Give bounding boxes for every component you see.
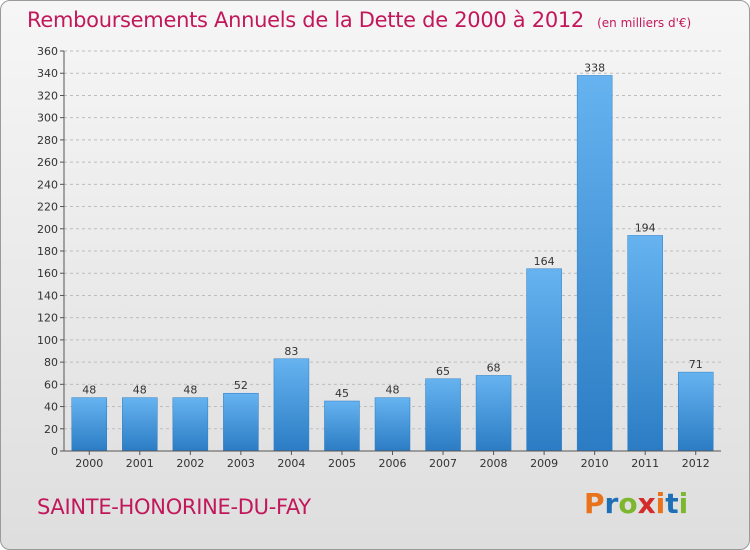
x-tick-label: 2012	[682, 457, 710, 470]
x-tick-label: 2010	[581, 457, 609, 470]
bar	[576, 75, 613, 452]
logo-letter: t	[665, 487, 679, 520]
x-tick-label: 2008	[480, 457, 508, 470]
logo-letter: x	[637, 487, 656, 520]
bar	[627, 235, 663, 452]
y-tick-label: 320	[37, 89, 58, 102]
bar	[172, 397, 209, 452]
data-label: 164	[534, 255, 555, 268]
x-tick-label: 2000	[75, 457, 103, 470]
y-tick-label: 0	[51, 445, 58, 458]
x-tick-label: 2007	[429, 457, 457, 470]
data-label: 71	[689, 358, 703, 371]
y-tick-label: 40	[44, 401, 58, 414]
data-label: 48	[183, 384, 197, 397]
bar	[71, 397, 108, 452]
bar	[475, 375, 512, 452]
y-tick-label: 160	[37, 267, 58, 280]
data-labels: 48 48 48 52 83 45 48 65 68 164 338 194 71	[82, 61, 702, 400]
x-tick-label: 2004	[277, 457, 305, 470]
data-label: 48	[386, 384, 400, 397]
bar	[677, 371, 714, 452]
y-tick-label: 220	[37, 201, 58, 214]
chart-title: Remboursements Annuels de la Dette de 20…	[27, 8, 584, 32]
x-tick-label: 2002	[176, 457, 204, 470]
x-tick-label: 2011	[631, 457, 659, 470]
axes: 0 20 40 60 80 100 120 140 160 180 200 220 240 260 280 3…	[37, 45, 721, 470]
data-label: 48	[82, 384, 96, 397]
bars	[71, 75, 714, 452]
data-label: 68	[487, 361, 501, 374]
data-label: 65	[436, 365, 450, 378]
data-label: 48	[133, 384, 147, 397]
bar	[122, 397, 158, 452]
logo-letter: r	[604, 487, 619, 520]
y-tick-label: 80	[44, 356, 58, 369]
logo-letter: i	[678, 487, 689, 520]
x-tick-label: 2001	[126, 457, 154, 470]
data-label: 194	[635, 221, 656, 234]
x-tick-label: 2003	[227, 457, 255, 470]
chart-title-block: Remboursements Annuels de la Dette de 20…	[27, 8, 691, 32]
x-tick-label: 2005	[328, 457, 356, 470]
bar	[273, 358, 310, 452]
logo-letter: i	[655, 487, 666, 520]
bar	[425, 378, 461, 452]
y-tick-label: 240	[37, 178, 58, 191]
y-tick-label: 100	[37, 334, 58, 347]
y-tick-label: 180	[37, 245, 58, 258]
y-tick-label: 200	[37, 223, 58, 236]
y-tick-label: 360	[37, 45, 58, 58]
bar	[223, 392, 259, 452]
x-tick-label: 2006	[379, 457, 407, 470]
y-tick-label: 300	[37, 112, 58, 125]
logo-letter: P	[584, 487, 605, 520]
bar	[526, 268, 562, 452]
bar	[374, 397, 411, 452]
y-tick-label: 20	[44, 423, 58, 436]
bar	[324, 400, 360, 452]
x-tick-label: 2009	[530, 457, 558, 470]
y-tick-label: 280	[37, 134, 58, 147]
data-label: 45	[335, 387, 349, 400]
proxiti-logo[interactable]: Proxiti	[584, 487, 688, 520]
chart-unit: (en milliers d'€)	[597, 16, 692, 30]
y-tick-label: 60	[44, 378, 58, 391]
y-tick-label: 340	[37, 67, 58, 80]
y-tick-label: 260	[37, 156, 58, 169]
data-label: 83	[284, 345, 298, 358]
data-label: 338	[584, 61, 605, 74]
data-label: 52	[234, 379, 248, 392]
y-tick-label: 120	[37, 312, 58, 325]
logo-letter: o	[618, 487, 638, 520]
y-tick-label: 140	[37, 289, 58, 302]
town-name: SAINTE-HONORINE-DU-FAY	[37, 495, 311, 519]
